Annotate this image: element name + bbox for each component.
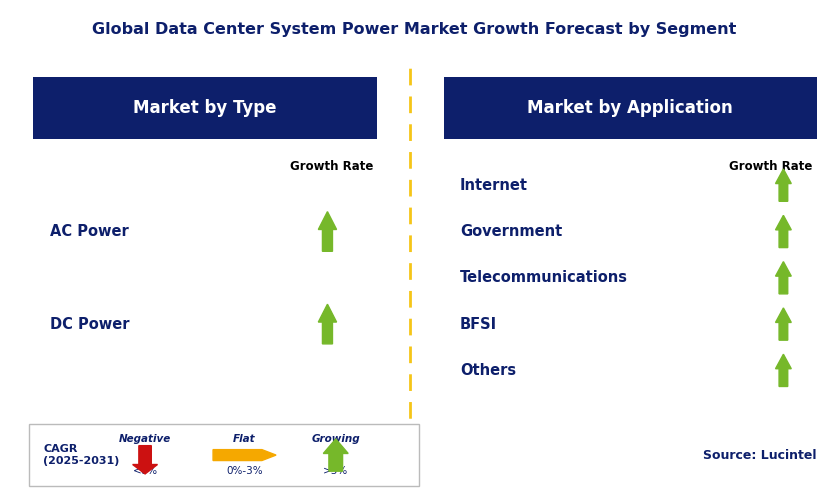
Text: Growth Rate: Growth Rate	[728, 160, 811, 173]
Polygon shape	[775, 262, 790, 294]
Text: Source: Lucintel: Source: Lucintel	[702, 448, 816, 462]
Text: Growing: Growing	[311, 434, 359, 444]
Text: CAGR: CAGR	[43, 444, 77, 454]
Text: AC Power: AC Power	[50, 224, 128, 239]
Text: BFSI: BFSI	[460, 316, 497, 331]
Polygon shape	[775, 215, 790, 248]
Text: Market by Type: Market by Type	[133, 99, 277, 117]
Text: Flat: Flat	[233, 434, 256, 444]
Polygon shape	[775, 169, 790, 201]
Text: DC Power: DC Power	[50, 316, 129, 331]
Text: <0%: <0%	[132, 466, 157, 477]
Text: Others: Others	[460, 363, 516, 378]
Text: Negative: Negative	[118, 434, 171, 444]
Polygon shape	[318, 304, 336, 344]
FancyBboxPatch shape	[443, 77, 816, 139]
Polygon shape	[213, 449, 276, 460]
Polygon shape	[318, 212, 336, 251]
Text: Telecommunications: Telecommunications	[460, 270, 628, 285]
Text: Global Data Center System Power Market Growth Forecast by Segment: Global Data Center System Power Market G…	[92, 22, 736, 37]
Polygon shape	[132, 445, 157, 474]
Text: 0%-3%: 0%-3%	[226, 466, 262, 477]
Text: Growth Rate: Growth Rate	[289, 160, 373, 173]
Polygon shape	[775, 354, 790, 386]
Polygon shape	[323, 439, 348, 471]
Polygon shape	[775, 308, 790, 340]
Text: Market by Application: Market by Application	[527, 99, 732, 117]
Text: Internet: Internet	[460, 178, 527, 192]
Text: >3%: >3%	[323, 466, 348, 477]
FancyBboxPatch shape	[33, 77, 377, 139]
Text: (2025-2031): (2025-2031)	[43, 456, 119, 466]
Text: Government: Government	[460, 224, 561, 239]
FancyBboxPatch shape	[29, 424, 418, 486]
